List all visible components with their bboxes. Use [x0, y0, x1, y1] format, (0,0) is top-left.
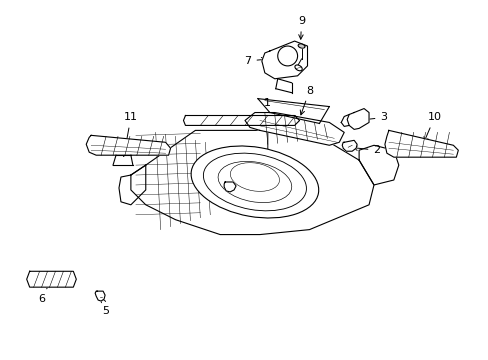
Polygon shape	[384, 130, 457, 157]
Polygon shape	[342, 140, 356, 151]
Text: 4: 4	[192, 116, 216, 126]
Polygon shape	[183, 116, 299, 125]
Ellipse shape	[191, 146, 318, 218]
Polygon shape	[224, 182, 236, 192]
Text: 3: 3	[360, 112, 386, 122]
Text: 11: 11	[122, 112, 138, 156]
Text: 1: 1	[264, 98, 271, 161]
Text: 5: 5	[207, 180, 214, 190]
Ellipse shape	[230, 163, 279, 192]
Polygon shape	[358, 145, 398, 185]
Ellipse shape	[203, 153, 306, 211]
Ellipse shape	[294, 65, 302, 71]
Text: 8: 8	[300, 86, 312, 115]
Text: 6: 6	[38, 283, 50, 304]
Text: 2: 2	[352, 145, 380, 155]
Polygon shape	[262, 41, 307, 79]
Polygon shape	[95, 291, 105, 301]
Polygon shape	[27, 271, 76, 287]
Text: 7: 7	[244, 56, 265, 66]
Polygon shape	[346, 109, 368, 129]
Polygon shape	[131, 130, 373, 235]
Ellipse shape	[218, 161, 291, 203]
Polygon shape	[119, 165, 145, 205]
Text: 10: 10	[423, 112, 441, 142]
Circle shape	[277, 46, 297, 66]
Text: 9: 9	[297, 16, 305, 39]
Ellipse shape	[298, 44, 305, 48]
Polygon shape	[86, 135, 170, 155]
Text: 5: 5	[101, 298, 109, 316]
Polygon shape	[244, 113, 344, 145]
